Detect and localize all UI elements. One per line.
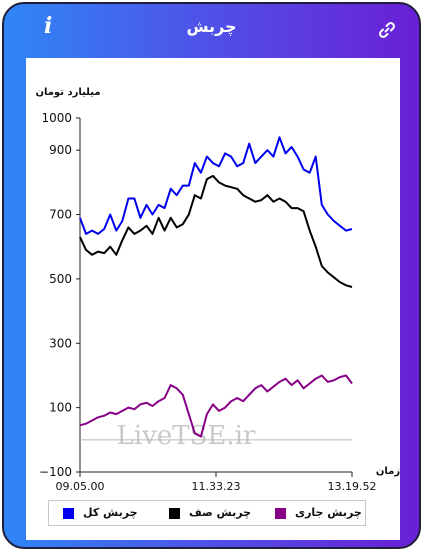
x-tick-label: 11.33.23 xyxy=(192,480,241,493)
legend-swatch-current xyxy=(275,508,286,519)
y-tick-label: 500 xyxy=(49,272,72,286)
chart-panel: میلیارد تومان زمان LiveTSE.ir −100 100 300… xyxy=(26,58,400,540)
page-title: چربش xyxy=(186,17,237,36)
x-tick-label: 13.19.52 xyxy=(328,480,377,493)
link-icon[interactable] xyxy=(377,20,397,40)
y-tick-label: 1000 xyxy=(41,111,72,125)
chart-svg: میلیارد تومان زمان LiveTSE.ir −100 100 300… xyxy=(35,87,400,493)
y-tick-label: 900 xyxy=(49,143,72,157)
y-tick-label: −100 xyxy=(39,465,72,479)
legend-label-current: چربش جاری xyxy=(295,506,362,519)
legend: چربش کل چربش صف چربش جاری xyxy=(48,500,366,526)
header-bar: i چربش xyxy=(4,4,419,58)
legend-swatch-total xyxy=(63,508,74,519)
app-frame: i چربش میلیارد تومان زمان LiveTSE.ir −10… xyxy=(2,2,421,549)
legend-label-total: چربش کل xyxy=(83,506,138,519)
y-tick-label: 300 xyxy=(49,336,72,350)
y-tick-label: 100 xyxy=(49,401,72,415)
x-axis-label: زمان xyxy=(376,466,400,477)
legend-item-current[interactable]: چربش جاری xyxy=(275,506,365,522)
legend-item-total[interactable]: چربش کل xyxy=(63,506,143,522)
legend-label-queue: چربش صف xyxy=(189,506,252,519)
y-axis-label: میلیارد تومان xyxy=(35,87,100,98)
watermark: LiveTSE.ir xyxy=(117,421,256,451)
info-icon[interactable]: i xyxy=(44,13,53,39)
x-tick-label: 09.05.00 xyxy=(56,480,105,493)
legend-swatch-queue xyxy=(169,508,180,519)
series-line-0 xyxy=(79,136,353,235)
series-line-2 xyxy=(79,374,353,438)
series-line-1 xyxy=(79,174,353,288)
y-tick-label: 700 xyxy=(49,208,72,222)
legend-item-queue[interactable]: چربش صف xyxy=(169,506,259,522)
